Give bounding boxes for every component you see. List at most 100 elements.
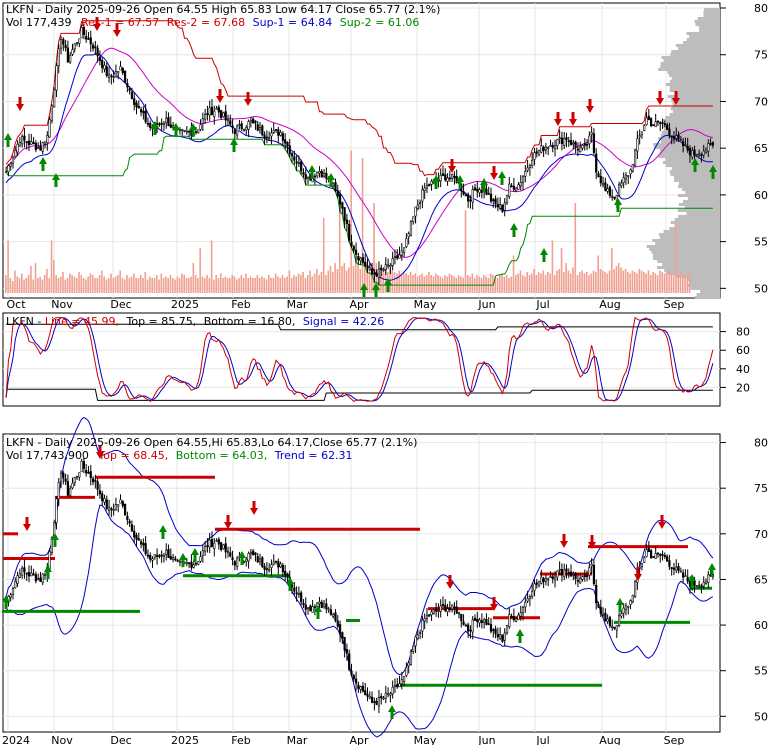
price-candle — [519, 182, 522, 187]
price-candle — [503, 202, 506, 211]
trend-candle — [537, 581, 541, 587]
volume-bar — [659, 270, 661, 293]
trend-candle — [194, 562, 198, 565]
trend-candle — [480, 620, 483, 623]
price-candle — [405, 238, 408, 247]
trend-candle — [112, 509, 115, 511]
trend-candle — [226, 550, 230, 553]
volume-profile-bar — [678, 47, 720, 50]
volume-profile-bar — [694, 296, 720, 299]
volume-bar — [71, 275, 73, 293]
volume-bar — [620, 267, 622, 293]
trend-candle — [286, 573, 289, 578]
price-candle — [391, 258, 394, 266]
price-candle — [224, 111, 227, 121]
trend-candle — [451, 604, 454, 610]
volume-bar — [665, 275, 668, 293]
trend-candle — [338, 624, 342, 635]
volume-bar — [535, 275, 538, 293]
sell-arrow — [586, 99, 594, 113]
price-candle — [386, 264, 390, 267]
price-candle — [37, 146, 40, 149]
volume-bar — [588, 275, 590, 293]
volume-bar — [389, 269, 391, 293]
volume-bar — [483, 275, 485, 293]
price-candle — [604, 182, 607, 191]
trend-candle — [62, 472, 65, 479]
trend-candle — [265, 568, 268, 570]
price-candle — [380, 267, 383, 270]
trend-label: Trend = 62.31 — [274, 449, 353, 462]
volume-bar — [547, 272, 549, 293]
trend-candle — [432, 609, 435, 614]
trend-candle — [279, 563, 282, 568]
volume-bar — [272, 278, 275, 293]
trend-candle — [174, 558, 177, 561]
volume-bar — [197, 278, 199, 293]
trend-candle — [222, 544, 225, 549]
oscillator-bottom-label: Bottom = 16.80, — [204, 315, 296, 328]
trend-candle — [631, 594, 634, 603]
trend-x-tick-label: Feb — [231, 734, 250, 745]
trend-candle — [672, 567, 676, 570]
price-candle — [531, 159, 534, 166]
volume-profile-bar — [660, 65, 720, 68]
volume-bar — [130, 276, 133, 293]
volume-bar — [14, 270, 16, 293]
volume-bar — [681, 273, 684, 293]
price-x-tick-label: Mar — [287, 298, 308, 311]
res2-label: Res-2 = 67.68 — [167, 16, 245, 29]
volume-profile-bar — [670, 173, 720, 176]
volume-bar — [320, 272, 323, 293]
volume-profile-bar — [662, 161, 720, 164]
volume-bar — [224, 276, 227, 293]
price-candle — [494, 198, 497, 205]
price-candle — [599, 176, 602, 184]
trend-candle — [229, 552, 232, 557]
volume-bar — [39, 276, 41, 293]
price-candle — [48, 119, 51, 138]
trend-candle — [560, 569, 564, 576]
volume-bar — [631, 270, 634, 293]
volume-bar — [359, 269, 362, 293]
trend-candle — [505, 625, 509, 634]
trend-candle — [425, 615, 429, 619]
trend-candle — [18, 573, 21, 578]
price-candle — [704, 149, 708, 153]
trend-candle — [416, 634, 419, 639]
trend-candle — [172, 557, 175, 560]
trend-candle — [604, 612, 607, 621]
signal-arrows — [4, 17, 717, 297]
trend-candle — [284, 570, 287, 575]
sell-arrow — [216, 89, 224, 103]
price-candle — [439, 174, 442, 182]
volume-bar — [297, 273, 300, 293]
volume-bar — [254, 278, 256, 293]
trend-candle — [21, 567, 24, 576]
volume-bar — [5, 275, 7, 293]
trend-candle — [572, 574, 575, 576]
volume-bar — [187, 278, 190, 293]
price-candle — [18, 142, 21, 147]
price-candle — [558, 137, 561, 140]
volume-bar — [240, 275, 243, 293]
trend-candle — [455, 606, 458, 614]
price-candle — [533, 152, 536, 160]
volume-bar — [551, 240, 554, 293]
price-x-tick-label: 2025 — [171, 298, 199, 311]
volume-bar — [277, 276, 279, 293]
trend-candle — [380, 696, 383, 699]
price-candle — [590, 132, 593, 135]
trend-candle — [666, 556, 669, 562]
volume-profile-bar — [665, 83, 720, 86]
trend-candle — [201, 550, 204, 556]
oscillator-lines — [5, 316, 714, 403]
volume-bar — [146, 279, 149, 293]
price-candle — [89, 37, 92, 45]
trend-panel-title: LKFN - Daily 2025-09-26 Open 64.55,Hi 65… — [6, 436, 417, 449]
volume-bar — [437, 275, 439, 293]
price-candle — [53, 89, 56, 108]
volume-profile-bar — [651, 251, 720, 254]
price-candle — [396, 255, 399, 259]
price-candle — [343, 207, 346, 221]
